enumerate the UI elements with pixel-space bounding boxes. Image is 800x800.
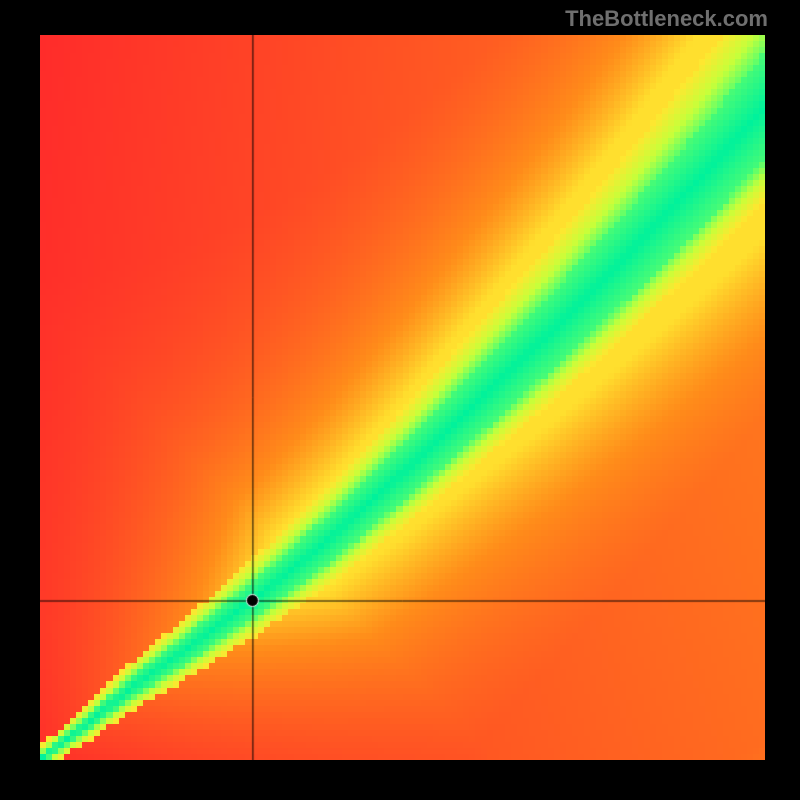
watermark-text: TheBottleneck.com <box>565 6 768 32</box>
bottleneck-heatmap <box>40 35 765 760</box>
chart-container: TheBottleneck.com <box>0 0 800 800</box>
